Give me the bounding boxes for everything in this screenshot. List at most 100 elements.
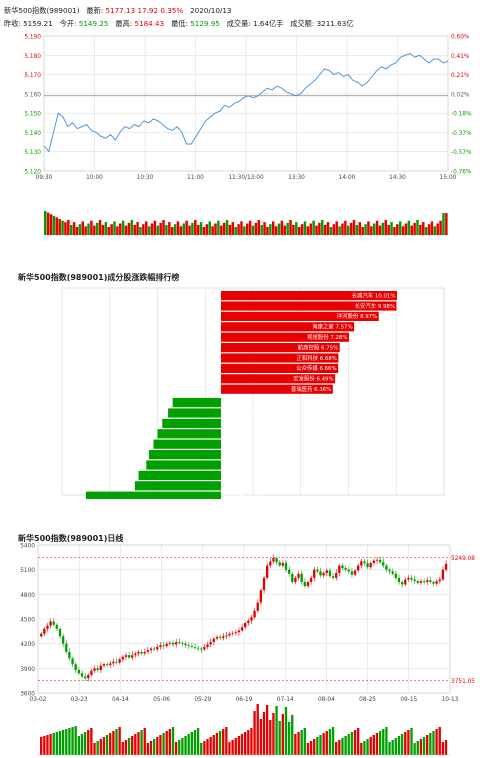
daily-candle-body bbox=[303, 582, 306, 587]
daily-volume-bar bbox=[61, 730, 65, 755]
daily-volume-bar bbox=[190, 732, 193, 755]
intraday-volume-bar bbox=[269, 224, 272, 235]
ranking-bar bbox=[221, 363, 339, 373]
daily-candle-body bbox=[356, 565, 360, 571]
low-label: 最低: bbox=[171, 19, 188, 28]
intraday-volume-bar bbox=[277, 223, 281, 235]
intraday-volume-bar bbox=[286, 222, 289, 235]
daily-candle-body bbox=[105, 664, 109, 666]
daily-candle-body bbox=[137, 651, 140, 654]
ranking-bar bbox=[148, 450, 221, 460]
daily-volume-bar bbox=[52, 733, 55, 755]
daily-candle-body bbox=[341, 565, 344, 569]
daily-volume-bar bbox=[269, 720, 272, 755]
daily-candle-body bbox=[93, 668, 96, 671]
ranking-title: 新华500指数(989001)成分股涨跌幅排行榜 bbox=[18, 273, 180, 282]
ranking-bar bbox=[153, 439, 221, 449]
ranking-bar bbox=[157, 429, 221, 439]
daily-candle-body bbox=[363, 561, 366, 564]
daily-volume-bar bbox=[200, 743, 203, 755]
intraday-volume-bar bbox=[306, 226, 310, 235]
daily-volume-bar bbox=[366, 739, 369, 755]
intraday-volume-bar bbox=[404, 223, 408, 235]
ranking-bar-label: 银河证券 -4.1% bbox=[223, 450, 262, 458]
daily-volume-bar bbox=[328, 729, 332, 755]
daily-candle-body bbox=[378, 559, 382, 563]
intraday-volume-bar bbox=[413, 222, 416, 235]
daily-candle-body bbox=[444, 563, 448, 570]
daily-candle-body bbox=[262, 577, 266, 591]
daily-volume-bar bbox=[400, 734, 404, 755]
intraday-volume-bar bbox=[202, 227, 206, 235]
daily-candle-body bbox=[184, 643, 187, 646]
intraday-y-tick-left: 5.120 bbox=[24, 170, 41, 176]
intraday-volume-bar bbox=[289, 220, 292, 235]
intraday-x-tick: 10:00 bbox=[86, 175, 103, 181]
daily-x-tick: 09-15 bbox=[400, 697, 417, 703]
ranking-bar-label: 公众传媒 6.66% bbox=[296, 364, 336, 372]
intraday-volume-bar bbox=[280, 220, 284, 235]
open-label: 今开: bbox=[59, 19, 77, 28]
intraday-volume-bar bbox=[381, 222, 385, 235]
daily-candle-body bbox=[422, 581, 426, 582]
daily-volume-bar bbox=[397, 736, 401, 755]
intraday-volume-bar bbox=[185, 220, 188, 235]
intraday-volume-bar bbox=[295, 222, 298, 235]
intraday-volume-bar bbox=[90, 220, 93, 235]
change-value: 17.92 bbox=[137, 6, 159, 15]
daily-y-tick: 5100 bbox=[20, 568, 35, 574]
daily-volume-bar bbox=[178, 740, 181, 755]
daily-candle-body bbox=[134, 653, 137, 656]
intraday-volume-bar bbox=[338, 226, 341, 235]
daily-volume-bar bbox=[338, 740, 341, 755]
intraday-x-tick: 11:00 bbox=[187, 175, 204, 181]
intraday-volume-bar bbox=[191, 222, 194, 235]
daily-candle-body bbox=[360, 561, 363, 566]
daily-volume-bar bbox=[212, 735, 215, 755]
daily-candle-body bbox=[372, 560, 376, 564]
daily-candle-body bbox=[80, 673, 84, 677]
intraday-volume-bar bbox=[344, 220, 347, 235]
daily-candle-body bbox=[96, 668, 99, 670]
daily-candle-body bbox=[140, 651, 143, 654]
daily-volume-bar bbox=[156, 737, 159, 755]
daily-volume-bar bbox=[407, 730, 410, 755]
daily-candle-body bbox=[237, 630, 241, 633]
daily-volume-bar bbox=[435, 729, 438, 755]
daily-y-tick: 4500 bbox=[20, 618, 35, 624]
intraday-volume-bar bbox=[78, 224, 82, 235]
daily-volume-bar bbox=[253, 711, 256, 755]
intraday-volume-bar bbox=[136, 222, 139, 235]
intraday-volume-bar bbox=[416, 220, 419, 235]
intraday-volume-bar bbox=[396, 224, 399, 235]
intraday-volume-bar bbox=[398, 221, 402, 235]
daily-volume-bar bbox=[319, 735, 322, 755]
daily-volume-bar bbox=[83, 732, 87, 755]
ranking-bar-label: 航商控股 6.75% bbox=[298, 343, 338, 351]
daily-reference-lines: 5249.08 3751.05 bbox=[38, 556, 475, 685]
intraday-volume-bar bbox=[361, 227, 364, 235]
daily-candle-body bbox=[287, 569, 291, 574]
intraday-volume-bar bbox=[260, 224, 263, 235]
daily-volume-bar bbox=[228, 742, 231, 755]
daily-volume-bar bbox=[256, 704, 259, 755]
daily-volume-bar bbox=[426, 735, 429, 755]
intraday-volume-bar bbox=[378, 225, 382, 235]
daily-volume-bar bbox=[275, 706, 278, 755]
intraday-volume-bar bbox=[139, 227, 142, 235]
intraday-y-tick-left: 5.140 bbox=[24, 131, 41, 137]
daily-candle-body bbox=[407, 577, 410, 580]
daily-volume-bar bbox=[375, 733, 379, 755]
daily-x-tick: 03-23 bbox=[71, 697, 88, 703]
intraday-x-axis: 09:30 10:00 10:30 11:00 11:30/13:00 13:30 14:0… bbox=[36, 175, 457, 181]
daily-candle-body bbox=[99, 665, 102, 670]
daily-volume-bar bbox=[49, 734, 52, 755]
daily-candle-body bbox=[115, 661, 118, 663]
ranking-bar bbox=[162, 418, 221, 428]
intraday-volume-bar bbox=[49, 214, 53, 235]
intraday-volume-bar bbox=[188, 225, 191, 235]
intraday-volume-bar bbox=[332, 224, 336, 235]
daily-candle-body bbox=[193, 646, 197, 648]
ranking-bar bbox=[221, 291, 397, 301]
intraday-volume-bar bbox=[116, 226, 119, 235]
